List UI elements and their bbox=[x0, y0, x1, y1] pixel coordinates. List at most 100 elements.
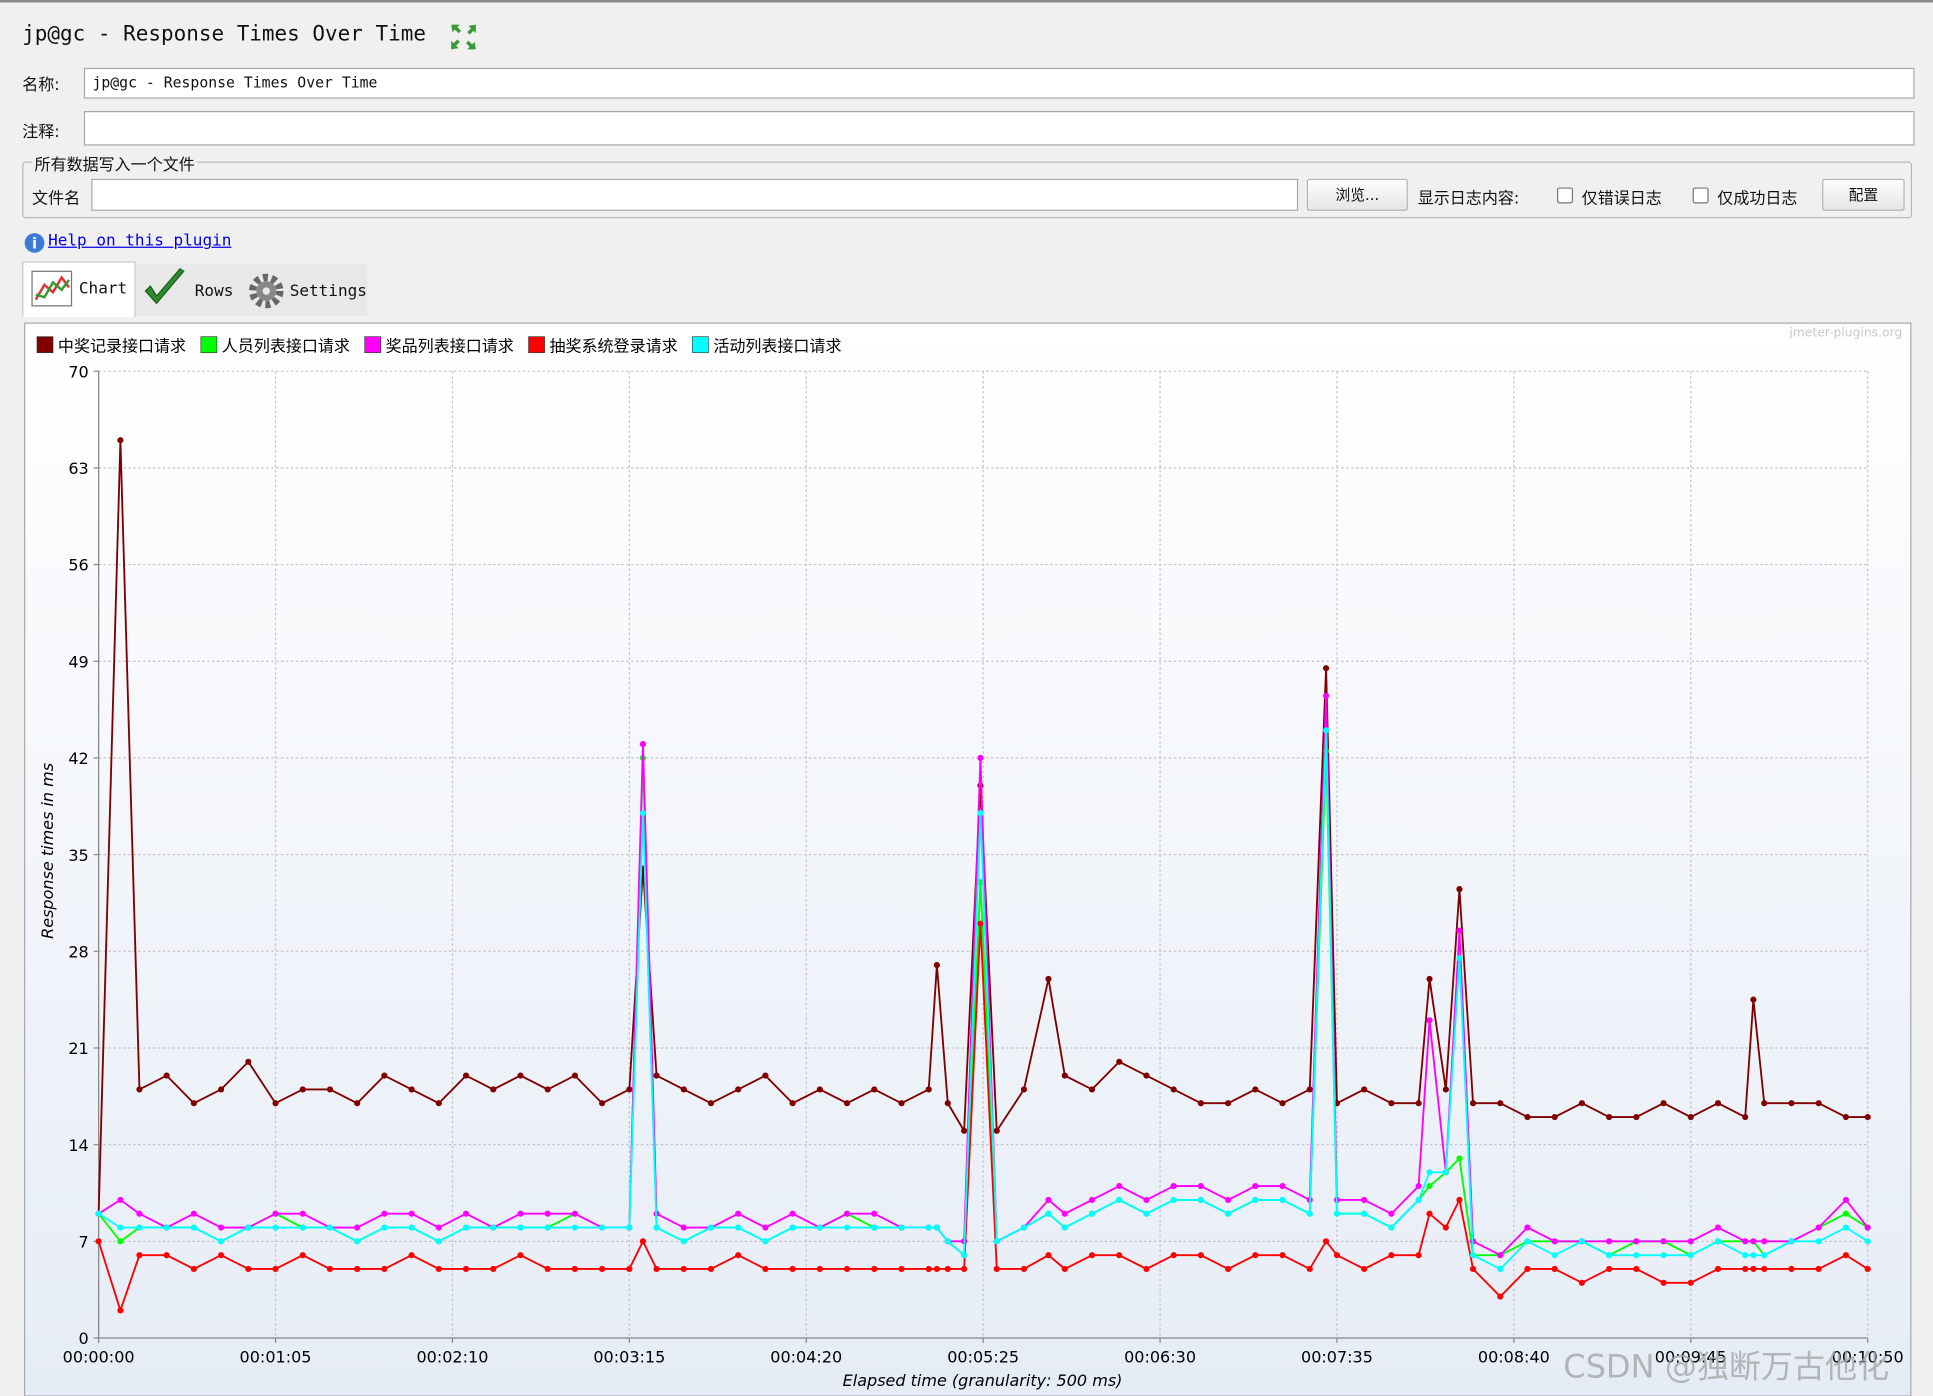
data-point bbox=[95, 1210, 102, 1217]
y-tick-label: 0 bbox=[79, 1329, 89, 1348]
x-tick-label: 00:07:35 bbox=[1301, 1348, 1373, 1367]
data-point bbox=[1714, 1265, 1722, 1273]
data-point bbox=[1842, 1210, 1850, 1217]
data-point bbox=[435, 1265, 442, 1273]
data-point bbox=[1788, 1238, 1795, 1245]
name-label: 名称: bbox=[22, 76, 60, 95]
data-point bbox=[381, 1072, 388, 1079]
chart-panel bbox=[24, 322, 1912, 1396]
data-point bbox=[1497, 1252, 1504, 1259]
settings-tab-icon[interactable] bbox=[247, 271, 286, 310]
settings-tab-label[interactable]: Settings bbox=[289, 282, 367, 301]
data-point bbox=[1116, 1183, 1123, 1190]
data-point bbox=[136, 1210, 143, 1217]
data-point bbox=[1388, 1224, 1395, 1231]
data-point bbox=[272, 1210, 279, 1217]
comment-input[interactable] bbox=[83, 110, 1915, 146]
legend-label: 人员列表接口请求 bbox=[222, 336, 350, 355]
data-point bbox=[993, 1265, 1000, 1273]
data-point bbox=[653, 1224, 660, 1231]
data-point bbox=[1116, 1252, 1123, 1259]
data-point bbox=[762, 1224, 769, 1231]
data-point bbox=[117, 1196, 124, 1203]
data-point bbox=[1524, 1265, 1531, 1273]
data-point bbox=[1061, 1265, 1068, 1273]
data-point bbox=[245, 1224, 252, 1231]
data-point bbox=[1815, 1224, 1822, 1231]
data-point bbox=[1687, 1252, 1694, 1259]
data-point bbox=[1842, 1113, 1850, 1121]
help-link[interactable]: Help on this plugin bbox=[48, 231, 232, 251]
data-point bbox=[1020, 1265, 1028, 1273]
legend-entry: 抽奖系统登录请求 bbox=[528, 336, 678, 355]
data-point bbox=[1660, 1252, 1667, 1259]
data-point bbox=[1197, 1252, 1204, 1259]
data-point bbox=[272, 1100, 279, 1107]
legend-entry: 人员列表接口请求 bbox=[200, 336, 350, 355]
data-point bbox=[272, 1224, 279, 1231]
errors-label: 仅错误日志 bbox=[1581, 189, 1662, 209]
data-point bbox=[517, 1210, 524, 1217]
data-point bbox=[408, 1252, 415, 1259]
comment-label: 注释: bbox=[22, 123, 60, 142]
data-point bbox=[944, 1238, 951, 1245]
data-point bbox=[993, 1238, 1000, 1245]
data-point bbox=[735, 1252, 742, 1259]
data-point bbox=[898, 1265, 905, 1273]
data-point bbox=[1551, 1265, 1558, 1273]
data-point bbox=[789, 1210, 796, 1217]
data-point bbox=[1750, 1238, 1757, 1245]
data-point bbox=[735, 1210, 742, 1217]
x-tick-label: 00:01:05 bbox=[240, 1348, 312, 1367]
data-point bbox=[1426, 1183, 1433, 1190]
data-point bbox=[1750, 996, 1757, 1003]
data-point bbox=[1045, 1196, 1052, 1203]
data-point bbox=[1323, 1238, 1330, 1245]
data-point bbox=[462, 1265, 470, 1273]
data-point bbox=[1497, 1293, 1504, 1300]
data-point bbox=[626, 1086, 633, 1093]
name-input[interactable]: jp@gc - Response Times Over Time bbox=[83, 67, 1915, 99]
data-point bbox=[1578, 1100, 1586, 1107]
expand-icon[interactable] bbox=[449, 22, 479, 52]
browse-button[interactable]: 浏览... bbox=[1306, 178, 1408, 211]
legend-swatch bbox=[200, 336, 218, 354]
x-tick-label: 00:08:40 bbox=[1478, 1348, 1550, 1367]
data-point bbox=[435, 1100, 442, 1107]
data-point bbox=[1633, 1252, 1640, 1259]
errors-checkbox[interactable] bbox=[1557, 187, 1574, 204]
rows-tab-icon[interactable] bbox=[142, 266, 189, 313]
data-point bbox=[977, 754, 984, 762]
data-point bbox=[1469, 1100, 1477, 1107]
data-point bbox=[117, 1307, 124, 1314]
configure-button[interactable]: 配置 bbox=[1822, 178, 1905, 211]
data-point bbox=[408, 1086, 415, 1093]
legend-swatch bbox=[364, 336, 382, 354]
data-point bbox=[961, 1252, 968, 1259]
data-point bbox=[1606, 1113, 1613, 1121]
legend-label: 奖品列表接口请求 bbox=[386, 336, 514, 355]
x-tick-label: 00:10:50 bbox=[1832, 1348, 1904, 1367]
data-point bbox=[408, 1224, 415, 1231]
data-point bbox=[136, 1252, 143, 1259]
data-point bbox=[680, 1086, 687, 1093]
data-point bbox=[933, 962, 940, 969]
legend-entry: 奖品列表接口请求 bbox=[364, 336, 514, 355]
data-point bbox=[117, 1224, 124, 1231]
data-point bbox=[933, 1224, 940, 1231]
data-point bbox=[571, 1224, 578, 1231]
data-point bbox=[1524, 1113, 1531, 1121]
data-point bbox=[816, 1265, 823, 1273]
data-point bbox=[1524, 1238, 1531, 1245]
rows-tab-label[interactable]: Rows bbox=[194, 282, 234, 301]
data-point bbox=[462, 1210, 470, 1217]
data-point bbox=[653, 1072, 660, 1079]
file-input[interactable] bbox=[91, 178, 1299, 211]
data-point bbox=[1088, 1196, 1096, 1203]
success-checkbox[interactable] bbox=[1692, 187, 1709, 204]
data-point bbox=[218, 1086, 225, 1093]
data-point bbox=[1815, 1100, 1822, 1107]
data-point bbox=[517, 1252, 524, 1259]
data-point bbox=[490, 1224, 497, 1231]
data-point bbox=[977, 920, 984, 927]
